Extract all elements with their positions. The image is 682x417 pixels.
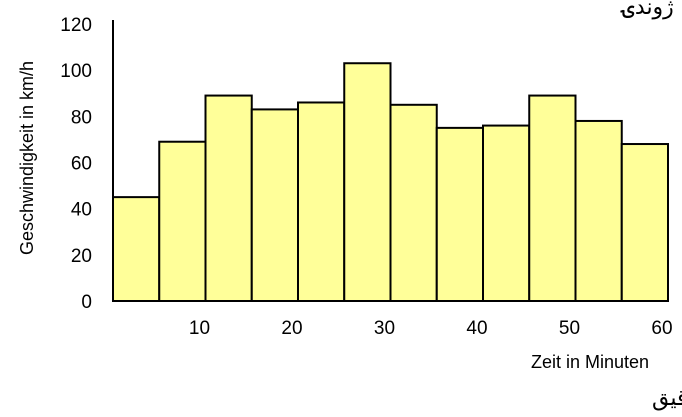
bar-7 — [389, 103, 438, 302]
bar-2 — [158, 140, 207, 302]
bar-8 — [435, 126, 484, 302]
y-tick-label: 0 — [81, 292, 92, 313]
x-tick-label: 20 — [281, 318, 302, 339]
bar-3 — [204, 94, 253, 302]
x-axis-title-alt: وخت په دقیق — [652, 386, 682, 411]
bar-5 — [297, 101, 346, 302]
y-tick-label: 80 — [71, 107, 92, 128]
bars-layer — [112, 62, 669, 302]
x-tick-label: 30 — [374, 318, 395, 339]
bar-10 — [528, 94, 577, 302]
y-ticks-layer: 0 20 40 60 80 100 120 — [60, 15, 92, 313]
x-tick-label: 10 — [189, 318, 210, 339]
y-tick-label: 120 — [60, 15, 92, 36]
x-tick-label: 40 — [466, 318, 487, 339]
y-tick-label: 40 — [71, 200, 92, 221]
y-tick-label: 100 — [60, 61, 92, 82]
x-axis-title: Zeit in Minuten — [531, 352, 649, 372]
bar-12 — [620, 143, 669, 302]
bar-11 — [574, 119, 623, 302]
y-axis-title: Geschwindigkeit in km/h — [17, 61, 37, 255]
bar-9 — [482, 124, 531, 302]
bar-4 — [250, 108, 299, 302]
bar-1 — [112, 196, 161, 302]
x-ticks-layer: 10 20 30 40 50 60 — [189, 318, 673, 339]
x-tick-label: 50 — [559, 318, 580, 339]
y-tick-label: 20 — [71, 246, 92, 267]
x-tick-label: 60 — [651, 318, 672, 339]
top-partial-text: ژوندۍ — [620, 0, 674, 20]
bar-6 — [343, 62, 392, 302]
y-tick-label: 60 — [71, 154, 92, 175]
